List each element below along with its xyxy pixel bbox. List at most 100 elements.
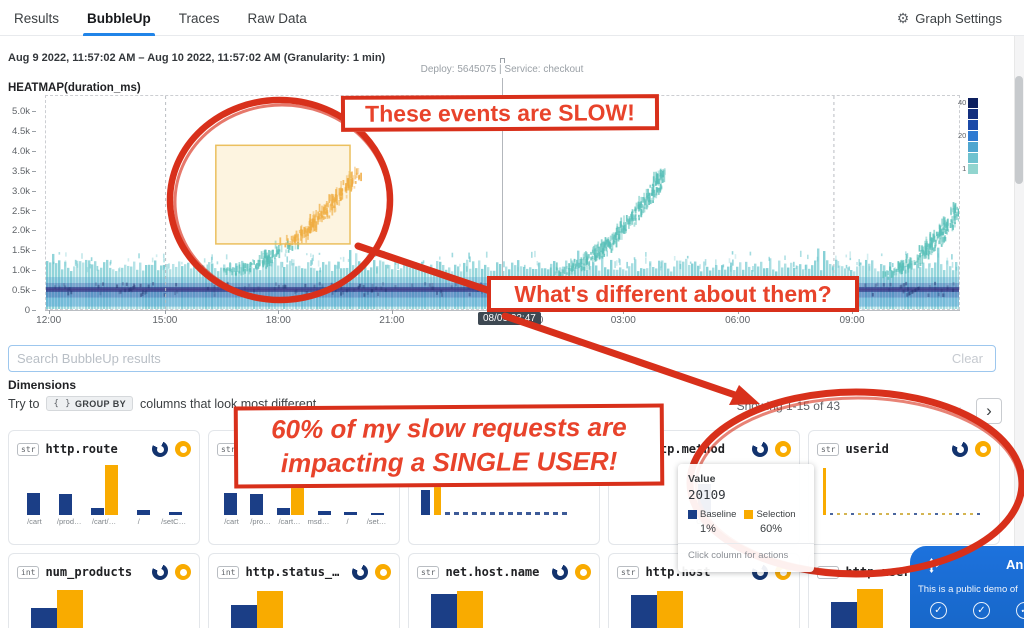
selection-donut-icon[interactable]	[775, 441, 791, 457]
heatmap-x-tick: 15:00	[152, 315, 178, 326]
chat-widget-title: An	[1006, 557, 1024, 572]
chat-widget-body: This is a public demo of	[918, 584, 1018, 595]
heatmap-x-tick: 21:00	[379, 315, 405, 326]
dimension-card-net.host.name[interactable]: str net.host.name	[408, 553, 600, 628]
scrollbar-thumb[interactable]	[1015, 76, 1023, 184]
selection-donut-icon[interactable]	[575, 441, 591, 457]
graph-settings-button[interactable]: ⚙ Graph Settings	[897, 0, 1002, 36]
mini-bar-chart[interactable]	[417, 465, 591, 515]
bubbleup-search: Clear	[8, 345, 996, 372]
baseline-donut-icon[interactable]	[352, 564, 368, 580]
card-title: num_products	[45, 565, 133, 579]
baseline-donut-icon[interactable]	[552, 564, 568, 580]
mini-bar-chart[interactable]	[17, 465, 191, 515]
search-clear-button[interactable]: Clear	[951, 351, 983, 366]
mini-bar-chart[interactable]	[17, 588, 191, 628]
heatmap-y-tick: 1.5k	[6, 245, 36, 256]
tooltip-footer: Click column for actions	[678, 543, 814, 567]
selection-donut-icon[interactable]	[975, 441, 991, 457]
move-handle-icon[interactable]	[924, 558, 939, 578]
tab-bubbleup[interactable]: BubbleUp	[83, 0, 155, 36]
mini-bar-chart[interactable]	[217, 588, 391, 628]
selection-label: Selection	[756, 509, 796, 520]
cursor-time-badge: 08/09 23:47	[478, 312, 541, 325]
heatmap-x-axis-line	[45, 310, 960, 311]
time-range-label: Aug 9 2022, 11:57:02 AM – Aug 10 2022, 1…	[8, 52, 386, 64]
type-badge: int	[217, 565, 240, 579]
pagination-next-button[interactable]: ›	[976, 398, 1002, 424]
search-input[interactable]	[17, 346, 917, 370]
dimension-card-hidden[interactable]: str/cart/pro…/cart… msd… //set…	[208, 430, 400, 545]
baseline-percent: 1%	[700, 523, 716, 535]
baseline-donut-icon[interactable]	[552, 441, 568, 457]
heatmap-x-tickmark	[852, 310, 854, 314]
heatmap-x-tickmark	[48, 310, 50, 314]
heatmap-y-tick: 0	[6, 305, 36, 316]
type-badge: str	[217, 442, 240, 456]
heatmap-y-tick: 3.5k	[6, 166, 36, 177]
type-badge: str	[617, 565, 640, 579]
baseline-label: Baseline	[700, 509, 737, 520]
heatmap-y-tick: 2.5k	[6, 206, 36, 217]
legend-swatch	[968, 97, 979, 108]
group-by-chip-label: GROUP BY	[74, 398, 126, 409]
heatmap-x-tick: 18:00	[265, 315, 291, 326]
legend-swatch	[968, 119, 979, 130]
mini-bar-chart[interactable]	[817, 465, 991, 515]
selection-swatch	[744, 510, 754, 519]
selection-donut-icon[interactable]	[575, 564, 591, 580]
baseline-donut-icon[interactable]	[752, 441, 768, 457]
mini-bar-chart[interactable]	[417, 588, 591, 628]
dimension-card-userid[interactable]: str userid	[808, 430, 1000, 545]
baseline-donut-icon[interactable]	[952, 441, 968, 457]
graph-settings-label: Graph Settings	[915, 10, 1002, 26]
heatmap-x-tickmark	[391, 310, 393, 314]
mini-bar-chart[interactable]	[817, 588, 991, 628]
baseline-donut-icon[interactable]	[352, 441, 368, 457]
selection-donut-icon[interactable]	[175, 441, 191, 457]
check-circle-icon[interactable]: ✓	[973, 602, 990, 619]
dimension-card-hidden[interactable]: str	[408, 430, 600, 545]
heatmap-x-tickmark	[164, 310, 166, 314]
legend-swatch	[968, 163, 979, 174]
type-badge: str	[17, 442, 40, 456]
pagination-prev-button[interactable]: ‹	[956, 400, 962, 419]
mini-bar-chart[interactable]	[617, 588, 791, 628]
demo-chat-widget[interactable]: An This is a public demo of ✓ ✓ ✓	[910, 546, 1024, 628]
baseline-donut-icon[interactable]	[152, 441, 168, 457]
group-by-chip[interactable]: { } GROUP BY	[46, 396, 133, 411]
selection-donut-icon[interactable]	[375, 441, 391, 457]
check-circle-icon[interactable]: ✓	[1016, 602, 1024, 619]
dimension-card-num_products[interactable]: int num_products	[8, 553, 200, 628]
hint-prefix: Try to	[8, 396, 40, 411]
scrollbar-track[interactable]	[1014, 36, 1024, 628]
group-by-hint: Try to { } GROUP BY columns that look mo…	[8, 396, 316, 411]
deploy-marker-icon	[500, 58, 505, 63]
dimension-card-http.status_…[interactable]: int http.status_…	[208, 553, 400, 628]
card-title: http.status_…	[245, 565, 340, 579]
dimension-card-http.route[interactable]: str http.route/cart/prod…/cart/… //setC…	[8, 430, 200, 545]
deploy-marker-line	[502, 78, 503, 310]
value-tooltip: Value 20109 Baseline Selection 1% 60% Cl…	[678, 464, 814, 572]
pagination-status: Showing 1-15 of 43	[736, 399, 840, 413]
type-badge: str	[417, 442, 440, 456]
baseline-donut-icon[interactable]	[152, 564, 168, 580]
heatmap-y-tick: 2.0k	[6, 225, 36, 236]
tooltip-value-label: Value	[688, 473, 716, 485]
deploy-marker-label: Deploy: 5645075 | Service: checkout	[420, 64, 584, 75]
heatmap-y-tick: 5.0k	[6, 106, 36, 117]
tab-raw-data[interactable]: Raw Data	[247, 10, 307, 26]
tab-bar: Results BubbleUp Traces Raw Data ⚙ Graph Se…	[0, 0, 1024, 36]
tab-traces[interactable]: Traces	[178, 10, 220, 26]
selection-donut-icon[interactable]	[375, 564, 391, 580]
type-badge: str	[417, 565, 440, 579]
tab-results[interactable]: Results	[14, 10, 60, 26]
selection-donut-icon[interactable]	[175, 564, 191, 580]
check-circle-icon[interactable]: ✓	[930, 602, 947, 619]
mini-bar-chart[interactable]	[217, 465, 391, 515]
heatmap-x-tick: 06:00	[725, 315, 751, 326]
card-title: http.method	[645, 442, 725, 456]
card-title: net.host.name	[445, 565, 540, 579]
dimensions-title: Dimensions	[8, 378, 77, 392]
heatmap-x-tick: 12:00	[36, 315, 62, 326]
